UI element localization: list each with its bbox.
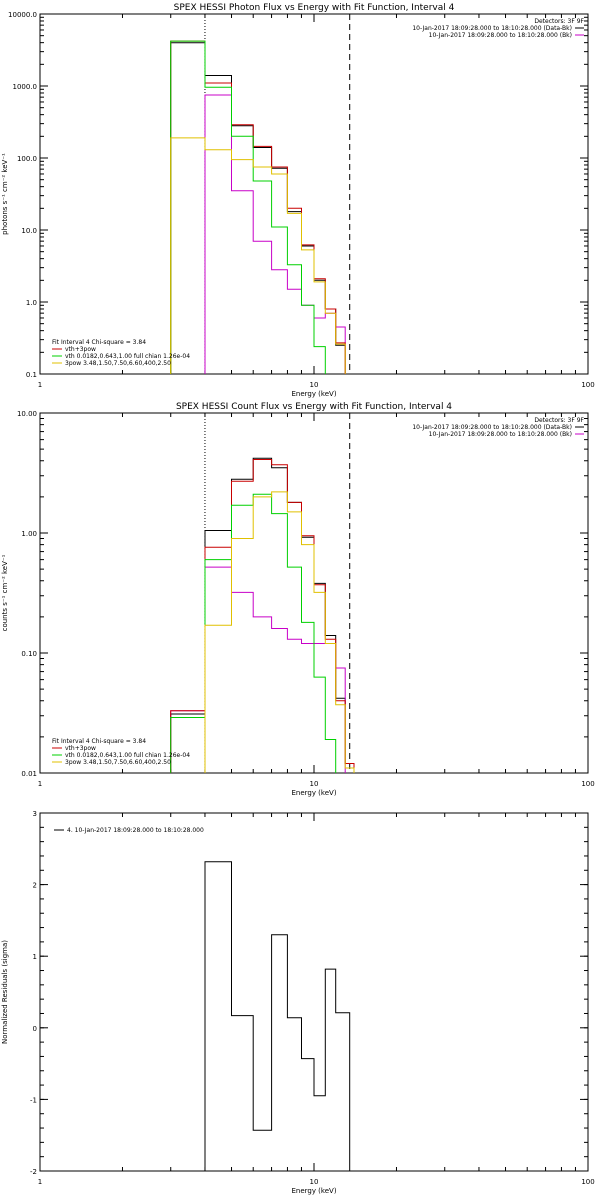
y-tick-label: 100.0 [17, 155, 37, 163]
legend-header: Detectors: 3F 9F [534, 417, 584, 424]
y-tick-label: 0.01 [21, 770, 37, 778]
series-line-vth [170, 40, 326, 374]
legend-header: Detectors: 3F 9F [534, 18, 584, 25]
series-group [170, 40, 346, 374]
x-tick-label: 1 [38, 381, 42, 389]
y-tick-label: 10000.0 [8, 11, 37, 19]
fit-legend-title: Fit Interval 4 Chi-square = 3.84 [52, 339, 146, 346]
fit-legend-entry: 3pow 3.48,1.50,7.50,6.60,400,2.50 [65, 759, 171, 766]
photon-flux-panel: SPEX HESSI Photon Flux vs Energy with Fi… [1, 3, 595, 398]
residuals-panel: 1 10 100 Energy (keV) -2 -1 0 1 2 3 Normalized Res… [1, 810, 595, 1195]
y-tick-label: 10.0 [21, 227, 37, 235]
series-line-3pow [170, 137, 346, 374]
y-tick-label: -2 [30, 1168, 37, 1176]
fit-legend-entry: 3pow 3.48,1.50,7.50,6.60,400,2.50 [65, 360, 171, 367]
series-group [170, 457, 355, 773]
x-tick-label: 1 [38, 1178, 42, 1186]
series-group [204, 861, 351, 1171]
y-axis-label: Normalized Residuals (sigma) [1, 940, 9, 1044]
legend-entry: 10-Jan-2017 18:09:28.000 to 18:10:28.000… [429, 431, 572, 438]
chart-title: SPEX HESSI Photon Flux vs Energy with Fi… [174, 3, 455, 13]
y-tick-label: 1.0 [26, 299, 37, 307]
series-line-residuals [204, 861, 351, 1171]
x-tick-label: 100 [581, 780, 594, 788]
count-flux-panel: SPEX HESSI Count Flux vs Energy with Fit… [1, 402, 595, 797]
x-tick-label: 1 [38, 780, 42, 788]
fit-legend-entry: vth 0.0182,0.643,1.00 full chian 1.26e-0… [65, 353, 190, 360]
x-axis-label: Energy (keV) [291, 1187, 336, 1195]
y-tick-label: 10.00 [17, 410, 37, 418]
x-tick-label: 10 [310, 381, 319, 389]
fit-legend-entry: vth+3pow [65, 346, 96, 353]
y-tick-label: 1000.0 [13, 83, 38, 91]
y-tick-label: 0.1 [26, 371, 37, 379]
y-tick-label: 0 [33, 1025, 37, 1033]
legend-entry: 10-Jan-2017 18:09:28.000 to 18:10:28.000… [429, 32, 572, 39]
series-line-vth [170, 493, 337, 773]
series-line-3pow [204, 491, 355, 773]
chart-title: SPEX HESSI Count Flux vs Energy with Fit… [176, 402, 452, 412]
y-tick-label: 1.00 [21, 530, 37, 538]
x-tick-label: 100 [581, 1178, 594, 1186]
y-tick-label: 3 [33, 810, 37, 818]
fit-legend-title: Fit Interval 4 Chi-square = 3.84 [52, 738, 146, 745]
x-axis-label: Energy (keV) [291, 390, 336, 398]
x-axis-label: Energy (keV) [291, 789, 336, 797]
legend-entry: 10-Jan-2017 18:09:28.000 to 18:10:28.000… [412, 424, 572, 431]
y-tick-label: 1 [33, 953, 37, 961]
fit-legend-entry: vth+3pow [65, 745, 96, 752]
y-axis-label: photons s⁻¹ cm⁻² keV⁻¹ [1, 153, 9, 235]
x-tick-label: 100 [581, 381, 594, 389]
series-line-vth-3pow [170, 459, 355, 773]
y-tick-label: 0.10 [21, 650, 37, 658]
x-tick-label: 10 [310, 1178, 319, 1186]
y-tick-label: -1 [30, 1096, 37, 1104]
x-tick-label: 10 [310, 780, 319, 788]
fit-legend-entry: vth 0.0182,0.643,1.00 full chian 1.26e-0… [65, 752, 190, 759]
y-tick-label: 2 [33, 882, 37, 890]
legend-entry: 10-Jan-2017 18:09:28.000 to 18:10:28.000… [412, 25, 572, 32]
legend-entry: 4. 10-Jan-2017 18:09:28.000 to 18:10:28.… [67, 827, 204, 834]
y-axis-label: counts s⁻¹ cm⁻² keV⁻¹ [1, 554, 9, 631]
